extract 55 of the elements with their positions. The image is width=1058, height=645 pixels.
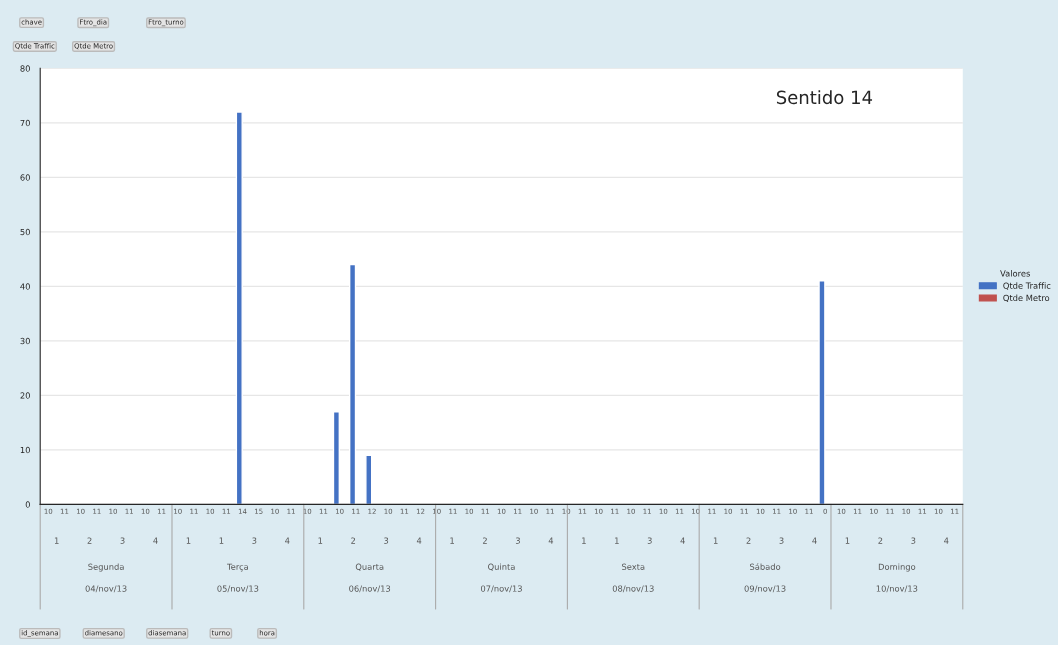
text: 08/nov/13 (612, 585, 654, 593)
text: 3 (120, 537, 125, 544)
text: Quinta (488, 563, 515, 571)
text: 4 (153, 537, 158, 544)
text: Domingo (878, 563, 916, 572)
text: 1 (219, 537, 224, 544)
text: 3 (515, 537, 520, 544)
y-tick-label: 80 (20, 65, 30, 72)
y-tick-label: 50 (20, 228, 30, 236)
text: Sexta (622, 563, 645, 570)
text: 09/nov/13 (744, 585, 786, 593)
text: 1 (713, 537, 718, 544)
y-tick-label: 0 (25, 501, 30, 508)
text: 4 (812, 537, 817, 544)
text: 4 (416, 537, 422, 544)
y-tick-label: 70 (20, 119, 30, 127)
legend-label: Qtde Metro (1003, 294, 1050, 302)
text: 2 (87, 537, 92, 544)
text: Sentido 14 (776, 90, 873, 105)
text: 3 (647, 537, 652, 544)
text: 05/nov/13 (217, 585, 259, 593)
text: 1 (582, 537, 586, 544)
text: Segunda (88, 563, 124, 572)
text: 4 (285, 537, 290, 544)
y-tick-label: 40 (20, 283, 30, 290)
y-tick-label: 20 (20, 392, 30, 399)
text: 2 (351, 537, 356, 544)
text: 2 (878, 537, 883, 544)
text: 1 (318, 537, 323, 544)
text: 4 (680, 537, 685, 544)
text: 2 (746, 537, 751, 544)
text: Sábado (750, 563, 781, 570)
y-tick-label: 60 (20, 174, 30, 181)
text: 1 (845, 537, 850, 544)
text: 10/nov/13 (876, 585, 918, 593)
y-tick-label: 10 (20, 446, 30, 454)
text: 1 (615, 537, 619, 544)
text: 3 (779, 537, 784, 544)
text: 06/nov/13 (349, 585, 391, 593)
text: 04/nov/13 (85, 585, 127, 593)
text: 1 (54, 537, 59, 544)
legend-title: Valores (1000, 270, 1030, 277)
text: 1 (450, 537, 454, 544)
text: 3 (384, 537, 389, 544)
text: 1 (186, 537, 191, 544)
y-tick-label: 30 (20, 337, 30, 345)
text: 2 (482, 537, 487, 544)
text: 3 (911, 537, 916, 544)
text: 4 (548, 537, 554, 544)
text: 3 (252, 537, 257, 544)
text: 07/nov/13 (480, 585, 522, 593)
legend-label: Qtde Traffic (1003, 282, 1051, 290)
text: Quarta (355, 563, 384, 571)
text: Terça (227, 563, 249, 572)
text: 4 (944, 537, 949, 544)
